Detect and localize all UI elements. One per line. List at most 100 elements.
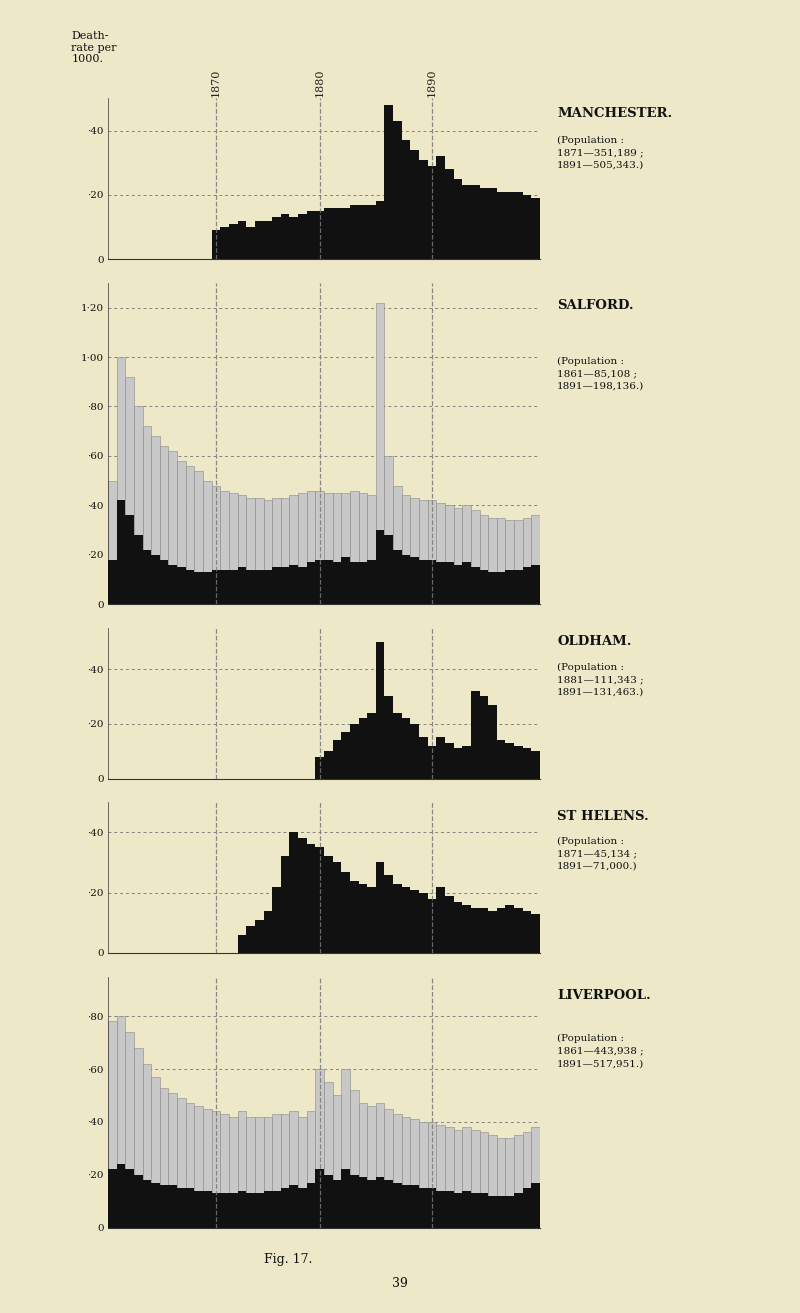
Bar xyxy=(436,1191,445,1228)
Bar xyxy=(238,935,246,953)
Bar xyxy=(385,1180,393,1228)
Bar xyxy=(246,926,255,953)
Bar xyxy=(402,886,410,953)
Bar xyxy=(479,696,488,779)
Bar xyxy=(488,1136,497,1228)
Bar xyxy=(393,1183,402,1228)
Bar xyxy=(350,723,358,779)
Bar xyxy=(428,746,436,779)
Bar xyxy=(151,555,160,604)
Bar xyxy=(488,189,497,259)
Bar xyxy=(333,1095,342,1228)
Bar xyxy=(428,559,436,604)
Bar xyxy=(497,572,506,604)
Bar xyxy=(290,1111,298,1228)
Bar xyxy=(385,105,393,259)
Bar xyxy=(454,748,462,779)
Bar xyxy=(126,1032,134,1228)
Bar xyxy=(454,1130,462,1228)
Bar xyxy=(333,741,342,779)
Bar xyxy=(385,874,393,953)
Bar xyxy=(514,570,522,604)
Bar xyxy=(117,500,126,604)
Bar xyxy=(445,743,454,779)
Bar xyxy=(488,572,497,604)
Bar xyxy=(160,1186,169,1228)
Bar xyxy=(298,214,306,259)
Bar xyxy=(203,1191,212,1228)
Bar xyxy=(402,140,410,259)
Bar xyxy=(479,189,488,259)
Bar xyxy=(479,1133,488,1228)
Bar xyxy=(367,886,376,953)
Bar xyxy=(220,491,229,604)
Bar xyxy=(246,1116,255,1228)
Text: Death-
rate per
1000.: Death- rate per 1000. xyxy=(71,32,117,64)
Bar xyxy=(385,1108,393,1228)
Text: (Population :
1871—45,134 ;
1891—71,000.): (Population : 1871—45,134 ; 1891—71,000.… xyxy=(558,836,638,871)
Bar xyxy=(488,517,497,604)
Bar xyxy=(419,559,428,604)
Bar xyxy=(194,1191,203,1228)
Bar xyxy=(506,1196,514,1228)
Bar xyxy=(342,557,350,604)
Bar xyxy=(246,227,255,259)
Bar xyxy=(298,492,306,604)
Bar xyxy=(212,1194,220,1228)
Bar xyxy=(298,839,306,953)
Bar xyxy=(272,218,281,259)
Bar xyxy=(419,1188,428,1228)
Bar xyxy=(263,570,272,604)
Bar xyxy=(436,738,445,779)
Bar xyxy=(238,495,246,604)
Bar xyxy=(142,1180,151,1228)
Bar xyxy=(126,515,134,604)
Bar xyxy=(367,559,376,604)
Bar xyxy=(186,1188,194,1228)
Bar xyxy=(522,517,531,604)
Bar xyxy=(108,1022,117,1228)
Bar xyxy=(436,503,445,604)
Bar xyxy=(229,223,238,259)
Bar xyxy=(194,471,203,604)
Bar xyxy=(514,1194,522,1228)
Bar xyxy=(272,498,281,604)
Bar xyxy=(376,530,385,604)
Bar xyxy=(160,559,169,604)
Bar xyxy=(263,500,272,604)
Bar xyxy=(238,1191,246,1228)
Bar xyxy=(220,1113,229,1228)
Bar xyxy=(428,1188,436,1228)
Bar xyxy=(169,565,177,604)
Bar xyxy=(324,559,333,604)
Bar xyxy=(531,1183,540,1228)
Bar xyxy=(376,1178,385,1228)
Bar xyxy=(367,495,376,604)
Bar xyxy=(186,570,194,604)
Bar xyxy=(134,1048,142,1228)
Bar xyxy=(203,572,212,604)
Bar xyxy=(290,1186,298,1228)
Bar xyxy=(376,1103,385,1228)
Bar xyxy=(488,911,497,953)
Text: OLDHAM.: OLDHAM. xyxy=(558,635,632,649)
Bar xyxy=(315,559,324,604)
Bar xyxy=(342,1069,350,1228)
Bar xyxy=(342,207,350,259)
Bar xyxy=(462,905,471,953)
Bar xyxy=(514,1136,522,1228)
Bar xyxy=(454,179,462,259)
Text: (Population :
1861—443,938 ;
1891—517,951.): (Population : 1861—443,938 ; 1891—517,95… xyxy=(558,1035,645,1069)
Bar xyxy=(367,1180,376,1228)
Bar xyxy=(506,192,514,259)
Bar xyxy=(462,1191,471,1228)
Bar xyxy=(506,570,514,604)
Bar xyxy=(333,1180,342,1228)
Bar xyxy=(350,1175,358,1228)
Bar xyxy=(531,914,540,953)
Bar xyxy=(471,907,479,953)
Bar xyxy=(290,218,298,259)
Bar xyxy=(522,567,531,604)
Bar xyxy=(229,492,238,604)
Bar xyxy=(479,1194,488,1228)
